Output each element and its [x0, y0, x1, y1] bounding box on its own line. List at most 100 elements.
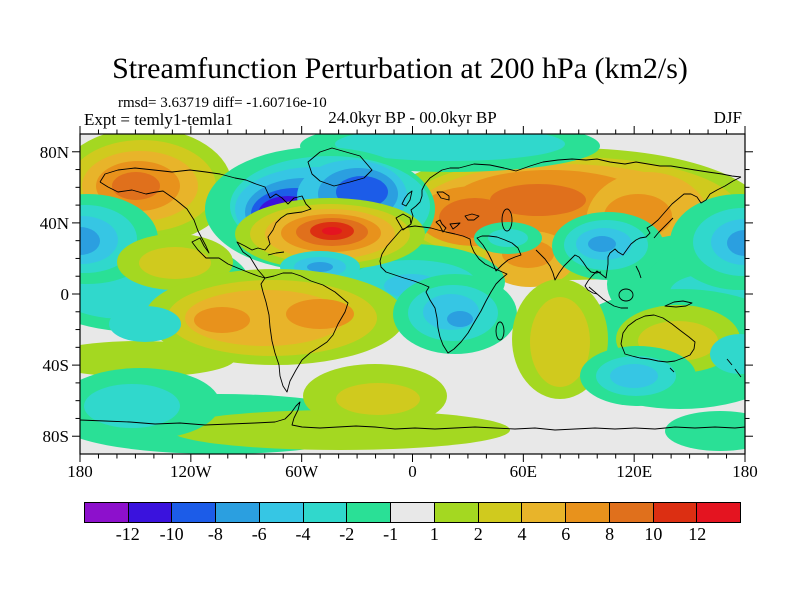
contour-blob [112, 172, 160, 200]
contour-blob [84, 384, 180, 428]
colorbar-labels: -12 -10 -8 -6 -4 -2 -1 1 2 4 6 8 10 12 [84, 524, 741, 548]
coast-philippines [635, 265, 642, 279]
contour-blob [488, 229, 528, 247]
colorbar-cell [697, 503, 741, 522]
coast-sumatra-java [588, 286, 628, 309]
coast-madagascar [495, 321, 505, 341]
colorbar-tick-label: 12 [688, 524, 707, 544]
coast-africa [379, 225, 508, 354]
colorbar-cell [391, 503, 435, 522]
period-label: 24.0kyr BP - 00.0kyr BP [328, 108, 497, 127]
colorbar-tick-label: 10 [644, 524, 663, 544]
lon-tick-label: 180 [67, 462, 93, 481]
colorbar-cell [609, 503, 654, 522]
contour-blob [490, 184, 586, 216]
colorbar-tick-label: -8 [207, 524, 223, 544]
colorbar-tick-label: 4 [517, 524, 527, 544]
coast-antarctica [80, 401, 745, 431]
coast-greenland [307, 147, 373, 187]
colorbar-tick-label: 8 [605, 524, 615, 544]
contour-blob [307, 262, 333, 272]
lat-tick-label: 80N [40, 143, 69, 162]
contour-blob [80, 227, 100, 255]
coast-cuba [267, 251, 285, 256]
coast-asia-north [458, 158, 742, 178]
figure-title: Streamfunction Perturbation at 200 hPa (… [112, 52, 688, 85]
colorbar-tick-label: 1 [429, 524, 439, 544]
colorbar-cell [347, 503, 392, 522]
lon-tick-label: 180 [732, 462, 758, 481]
lat-tick-label: 40N [40, 214, 69, 233]
contour-blob [335, 134, 565, 161]
experiment-label: Expt = temly1-temla1 [84, 110, 234, 129]
coast-new-guinea [664, 300, 693, 308]
contour-blob [170, 410, 510, 450]
axis-ticks [72, 126, 753, 462]
lon-tick-label: 120E [616, 462, 652, 481]
contour-blob [665, 411, 745, 451]
colorbar-cell [566, 503, 610, 522]
colorbar-cell [172, 503, 217, 522]
contour-blob [139, 247, 211, 279]
coast-australia [620, 314, 696, 363]
colorbar-tick-label: -6 [251, 524, 267, 544]
contour-field [80, 134, 745, 454]
lat-tick-label: 40S [43, 356, 69, 375]
colorbar-cell [216, 503, 260, 522]
colorbar-cell [434, 503, 479, 522]
contour-blob [447, 311, 473, 327]
contour-blob [336, 383, 420, 415]
coast-baltic [436, 191, 450, 201]
coast-arabia [476, 235, 522, 272]
coast-japan [653, 217, 674, 239]
colorbar-cell [303, 503, 348, 522]
coast-borneo [618, 288, 634, 302]
contour-blob [710, 334, 745, 374]
contour-blob [588, 236, 616, 252]
contour-blob [194, 307, 250, 333]
coast-balkans [449, 222, 461, 230]
coast-black-sea [464, 213, 480, 221]
colorbar [84, 502, 741, 523]
coast-new-zealand [726, 358, 742, 378]
colorbar-tick-label: -10 [159, 524, 184, 544]
colorbar-cell [128, 503, 173, 522]
world-contour-map: 180 120W 60W 0 60E 120E 180 80N 40N 0 40S 80S [40, 126, 758, 481]
stats-line: rmsd= 3.63719 diff= -1.60716e-10 [118, 95, 327, 111]
coast-asia-east [584, 176, 742, 295]
coast-europe-north [410, 167, 459, 225]
lon-tick-label: 0 [408, 462, 417, 481]
colorbar-tick-label: 6 [561, 524, 571, 544]
contour-blob [727, 230, 745, 256]
coast-iberia [395, 213, 412, 231]
colorbar-cell [522, 503, 567, 522]
coastlines [80, 147, 745, 431]
coast-italy [435, 219, 447, 233]
coast-india [535, 249, 602, 281]
colorbar-tick-label: -12 [115, 524, 140, 544]
contour-blob [286, 299, 354, 329]
lat-tick-label: 0 [61, 285, 70, 304]
contour-blob [610, 364, 658, 388]
colorbar-tick-label: 2 [473, 524, 483, 544]
coast-south-america [260, 272, 349, 393]
lon-tick-label: 60E [510, 462, 537, 481]
season-label: DJF [713, 108, 742, 127]
coast-north-america-east [99, 167, 312, 279]
colorbar-cell [653, 503, 698, 522]
contour-blob [322, 227, 342, 235]
contour-blob [530, 297, 590, 387]
map-frame [79, 133, 746, 455]
lat-tick-label: 80S [43, 427, 69, 446]
coast-north-america [99, 181, 266, 279]
lon-tick-label: 120W [170, 462, 213, 481]
colorbar-tick-label: -2 [339, 524, 355, 544]
colorbar-cell [85, 503, 129, 522]
colorbar-cell [478, 503, 523, 522]
lon-tick-label: 60W [285, 462, 319, 481]
coast-britain [401, 190, 413, 207]
axis-labels: 180 120W 60W 0 60E 120E 180 80N 40N 0 40S 80S [40, 143, 758, 481]
colorbar-tick-label: -4 [295, 524, 311, 544]
colorbar-cell [259, 503, 304, 522]
